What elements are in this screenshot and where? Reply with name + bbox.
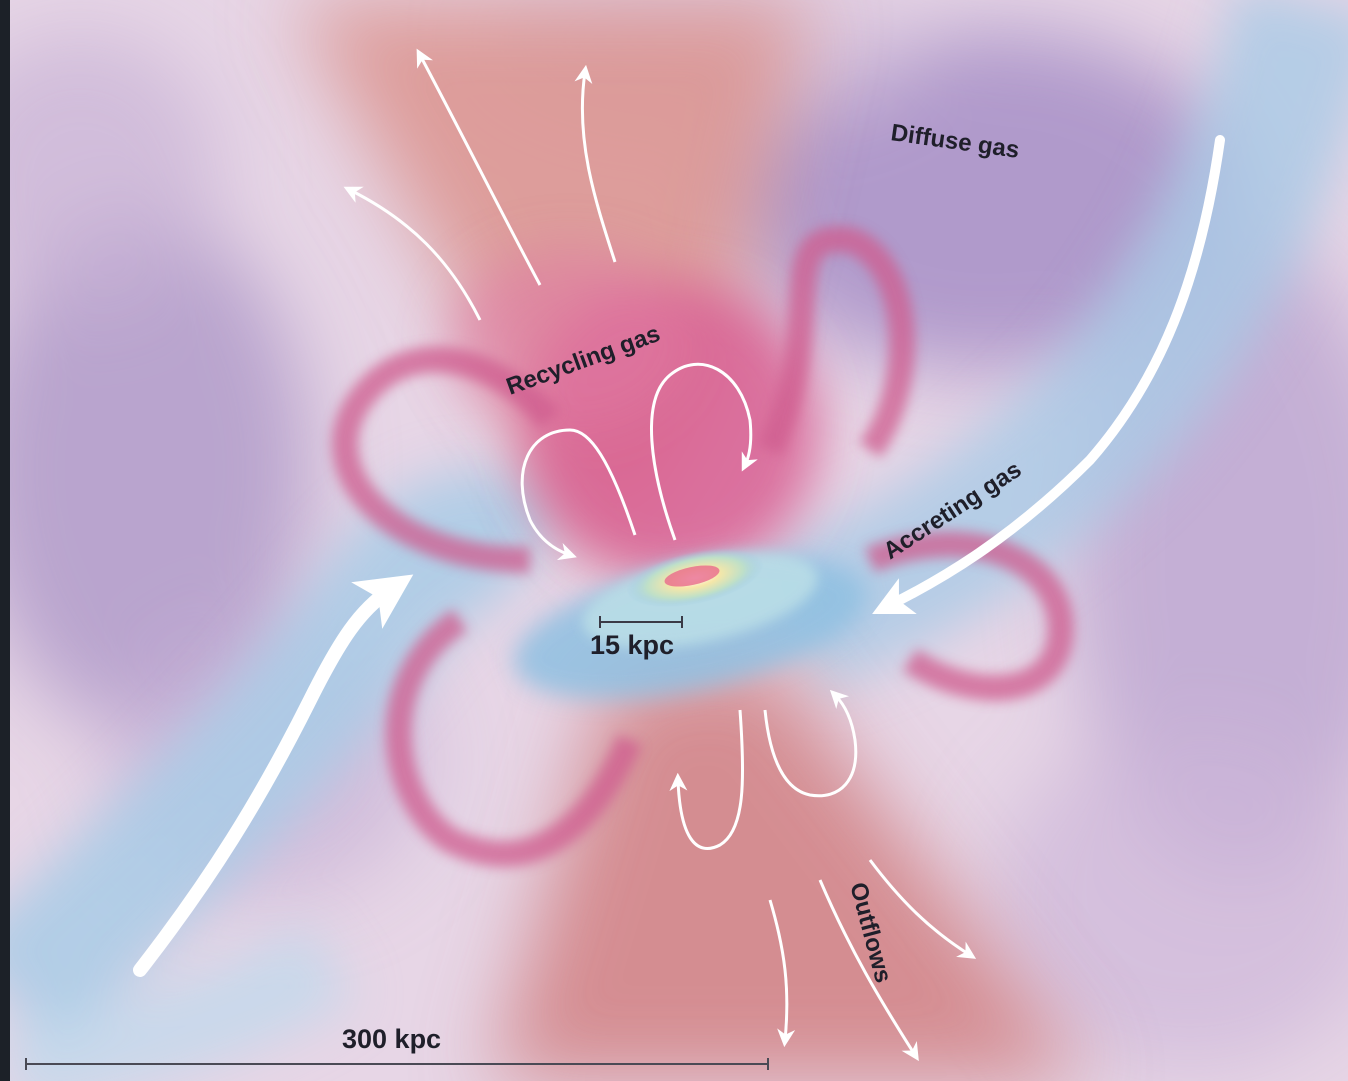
small-scale-bar: 15 kpc [590,616,682,660]
galaxy-gas-illustration: 15 kpc 300 kpc Diffuse gas Recycling gas… [10,0,1348,1081]
illustration-canvas: 15 kpc 300 kpc Diffuse gas Recycling gas… [10,0,1348,1081]
small-scale-label: 15 kpc [590,630,674,660]
large-scale-label: 300 kpc [342,1024,441,1054]
